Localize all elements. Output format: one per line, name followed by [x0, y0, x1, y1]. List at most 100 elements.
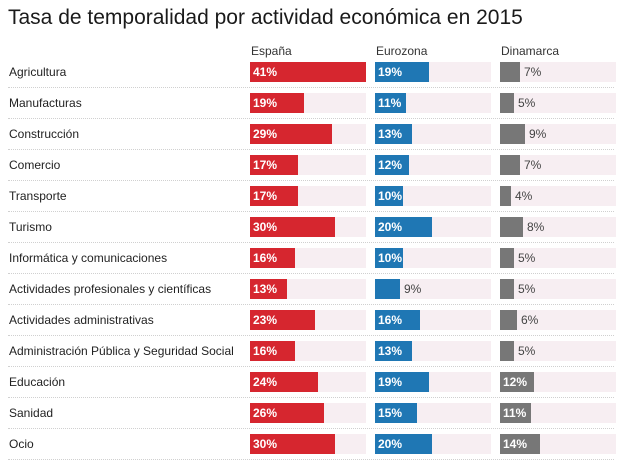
bar-track-eurozona: 20%	[375, 434, 491, 454]
value-label-eurozona: 12%	[378, 158, 403, 172]
bar-dinamarca	[500, 341, 514, 361]
bar-espana	[250, 155, 298, 175]
bar-track-eurozona: 19%	[375, 62, 491, 82]
bar-eurozona	[375, 310, 420, 330]
category-label: Administración Pública y Seguridad Socia…	[9, 344, 234, 358]
bar-eurozona	[375, 217, 432, 237]
column-header-eurozona: Eurozona	[376, 44, 428, 58]
bar-dinamarca	[500, 310, 517, 330]
bar-track-eurozona: 15%	[375, 403, 491, 423]
bar-track-dinamarca: 9%	[500, 124, 616, 144]
bar-espana	[250, 62, 366, 82]
bar-dinamarca	[500, 93, 514, 113]
bar-dinamarca	[500, 217, 523, 237]
bar-espana	[250, 434, 335, 454]
bar-eurozona	[375, 341, 412, 361]
bar-track-espana: 30%	[250, 217, 366, 237]
row-actividades-profesionales-y-cientificas: Actividades profesionales y científicas 1…	[0, 274, 624, 305]
bar-track-eurozona: 10%	[375, 248, 491, 268]
row-divider	[8, 149, 614, 150]
category-label: Ocio	[9, 437, 34, 451]
bar-dinamarca	[500, 279, 514, 299]
value-label-eurozona: 10%	[378, 189, 403, 203]
value-label-dinamarca: 4%	[515, 189, 533, 203]
bar-eurozona	[375, 372, 429, 392]
column-header-espana: España	[251, 44, 292, 58]
value-label-dinamarca: 6%	[521, 313, 539, 327]
bar-track-dinamarca: 11%	[500, 403, 616, 423]
bar-eurozona	[375, 62, 429, 82]
category-label: Sanidad	[9, 406, 54, 420]
bar-track-espana: 29%	[250, 124, 366, 144]
row-divider	[8, 118, 614, 119]
value-label-eurozona: 13%	[378, 127, 403, 141]
value-label-dinamarca: 7%	[524, 158, 542, 172]
value-label-eurozona: 11%	[378, 96, 402, 110]
value-label-eurozona: 16%	[378, 313, 403, 327]
bar-track-dinamarca: 6%	[500, 310, 616, 330]
row-ocio: Ocio 30% 20% 14%	[0, 429, 624, 460]
bar-dinamarca	[500, 403, 531, 423]
row-divider	[8, 335, 614, 336]
row-divider	[8, 459, 614, 460]
bar-track-eurozona: 13%	[375, 124, 491, 144]
value-label-eurozona: 19%	[378, 375, 403, 389]
bar-track-eurozona: 10%	[375, 186, 491, 206]
bar-track-espana: 13%	[250, 279, 366, 299]
row-divider	[8, 397, 614, 398]
value-label-eurozona: 20%	[378, 437, 403, 451]
bar-espana	[250, 248, 295, 268]
bar-dinamarca	[500, 62, 520, 82]
bar-eurozona	[375, 434, 432, 454]
value-label-espana: 29%	[253, 127, 278, 141]
value-label-espana: 26%	[253, 406, 278, 420]
bar-eurozona	[375, 186, 403, 206]
bar-track-dinamarca: 5%	[500, 279, 616, 299]
value-label-espana: 23%	[253, 313, 278, 327]
value-label-eurozona: 20%	[378, 220, 403, 234]
bar-track-eurozona: 11%	[375, 93, 491, 113]
row-actividades-administrativas: Actividades administrativas 23% 16% 6%	[0, 305, 624, 336]
bar-track-dinamarca: 5%	[500, 248, 616, 268]
bar-track-dinamarca: 7%	[500, 62, 616, 82]
bar-track-dinamarca: 8%	[500, 217, 616, 237]
bar-track-dinamarca: 5%	[500, 341, 616, 361]
category-label: Turismo	[9, 220, 52, 234]
bar-track-eurozona: 13%	[375, 341, 491, 361]
bar-track-dinamarca: 7%	[500, 155, 616, 175]
bar-track-espana: 17%	[250, 155, 366, 175]
bar-dinamarca	[500, 248, 514, 268]
row-divider	[8, 211, 614, 212]
bar-track-eurozona: 19%	[375, 372, 491, 392]
row-educacion: Educación 24% 19% 12%	[0, 367, 624, 398]
value-label-dinamarca: 8%	[527, 220, 545, 234]
value-label-espana: 17%	[253, 189, 278, 203]
category-label: Actividades profesionales y científicas	[9, 282, 212, 296]
bar-track-espana: 16%	[250, 341, 366, 361]
bar-eurozona	[375, 248, 403, 268]
row-divider	[8, 87, 614, 88]
bar-espana	[250, 372, 318, 392]
value-label-espana: 30%	[253, 437, 278, 451]
category-label: Agricultura	[9, 65, 67, 79]
bar-track-espana: 23%	[250, 310, 366, 330]
row-sanidad: Sanidad 26% 15% 11%	[0, 398, 624, 429]
bar-espana	[250, 124, 332, 144]
bar-eurozona	[375, 93, 406, 113]
bar-espana	[250, 186, 298, 206]
bar-espana	[250, 310, 315, 330]
bar-dinamarca	[500, 434, 540, 454]
value-label-eurozona: 13%	[378, 344, 403, 358]
row-divider	[8, 273, 614, 274]
row-divider	[8, 304, 614, 305]
row-turismo: Turismo 30% 20% 8%	[0, 212, 624, 243]
bar-espana	[250, 93, 304, 113]
value-label-dinamarca: 14%	[503, 437, 528, 451]
value-label-espana: 13%	[253, 282, 278, 296]
value-label-espana: 16%	[253, 251, 278, 265]
bar-eurozona	[375, 155, 409, 175]
value-label-espana: 41%	[253, 65, 278, 79]
value-label-espana: 24%	[253, 375, 278, 389]
category-label: Manufacturas	[9, 96, 82, 110]
category-label: Educación	[9, 375, 66, 389]
